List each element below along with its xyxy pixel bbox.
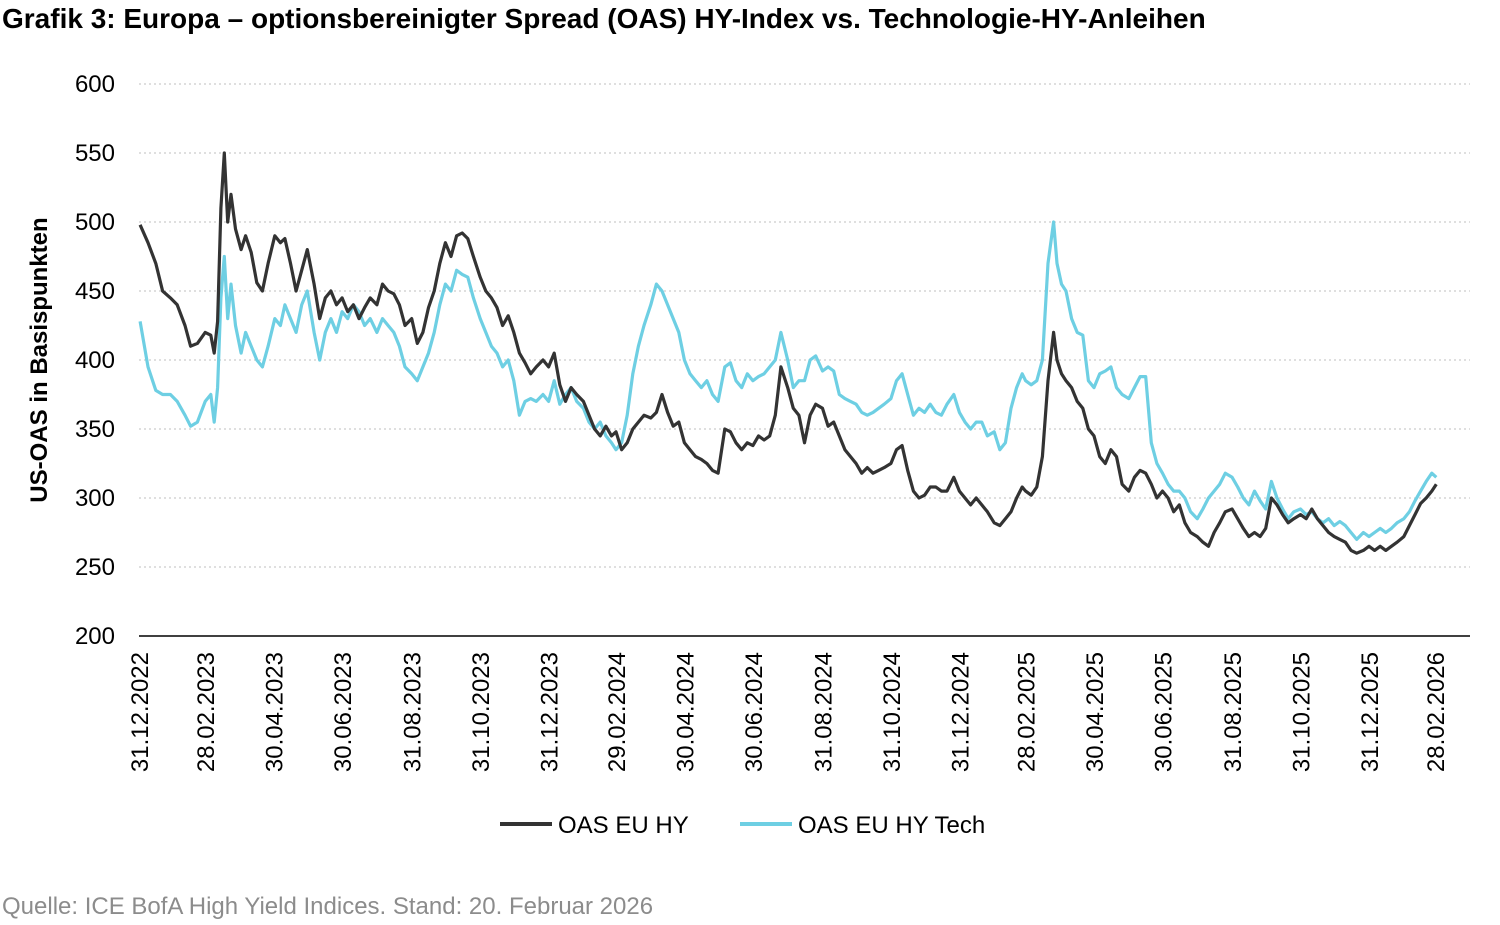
legend-label: OAS EU HY Tech [798,812,985,839]
y-tick-label: 350 [75,416,115,443]
x-tick-label: 28.02.2023 [193,652,220,772]
y-tick-label: 250 [75,554,115,581]
x-tick-label: 30.06.2023 [330,652,357,772]
x-tick-label: 29.02.2024 [604,652,631,772]
x-tick-label: 31.12.2024 [947,652,974,772]
x-tick-label: 31.10.2023 [468,652,495,772]
chart-title: Grafik 3: Europa – optionsbereinigter Sp… [2,3,1206,34]
legend-label: OAS EU HY [558,812,689,839]
x-tick-label: 31.12.2023 [537,652,564,772]
y-tick-label: 450 [75,278,115,305]
x-tick-label: 31.08.2025 [1220,652,1247,772]
y-tick-label: 200 [75,623,115,650]
y-tick-label: 600 [75,71,115,98]
x-tick-label: 30.04.2024 [672,652,699,772]
x-tick-label: 30.06.2024 [741,652,768,772]
x-tick-label: 31.08.2024 [810,652,837,772]
y-tick-label: 400 [75,347,115,374]
x-tick-label: 31.10.2025 [1289,652,1316,772]
x-tick-label: 28.02.2026 [1423,652,1450,772]
x-tick-label: 30.04.2025 [1082,652,1109,772]
source-note: Quelle: ICE BofA High Yield Indices. Sta… [2,893,654,920]
x-tick-label: 31.12.2025 [1357,652,1384,772]
y-axis-label: US-OAS in Basispunkten [26,217,53,502]
x-tick-label: 31.08.2023 [400,652,427,772]
y-tick-label: 500 [75,209,115,236]
x-tick-label: 31.10.2024 [879,652,906,772]
series-line-oas-eu-hy-tech [138,220,1438,541]
y-tick-label: 300 [75,485,115,512]
series-line-oas-eu-hy [138,151,1438,555]
y-tick-label: 550 [75,140,115,167]
x-tick-label: 30.06.2025 [1151,652,1178,772]
x-tick-label: 30.04.2023 [262,652,289,772]
x-tick-label: 28.02.2025 [1014,652,1041,772]
x-tick-label: 31.12.2022 [127,652,154,772]
